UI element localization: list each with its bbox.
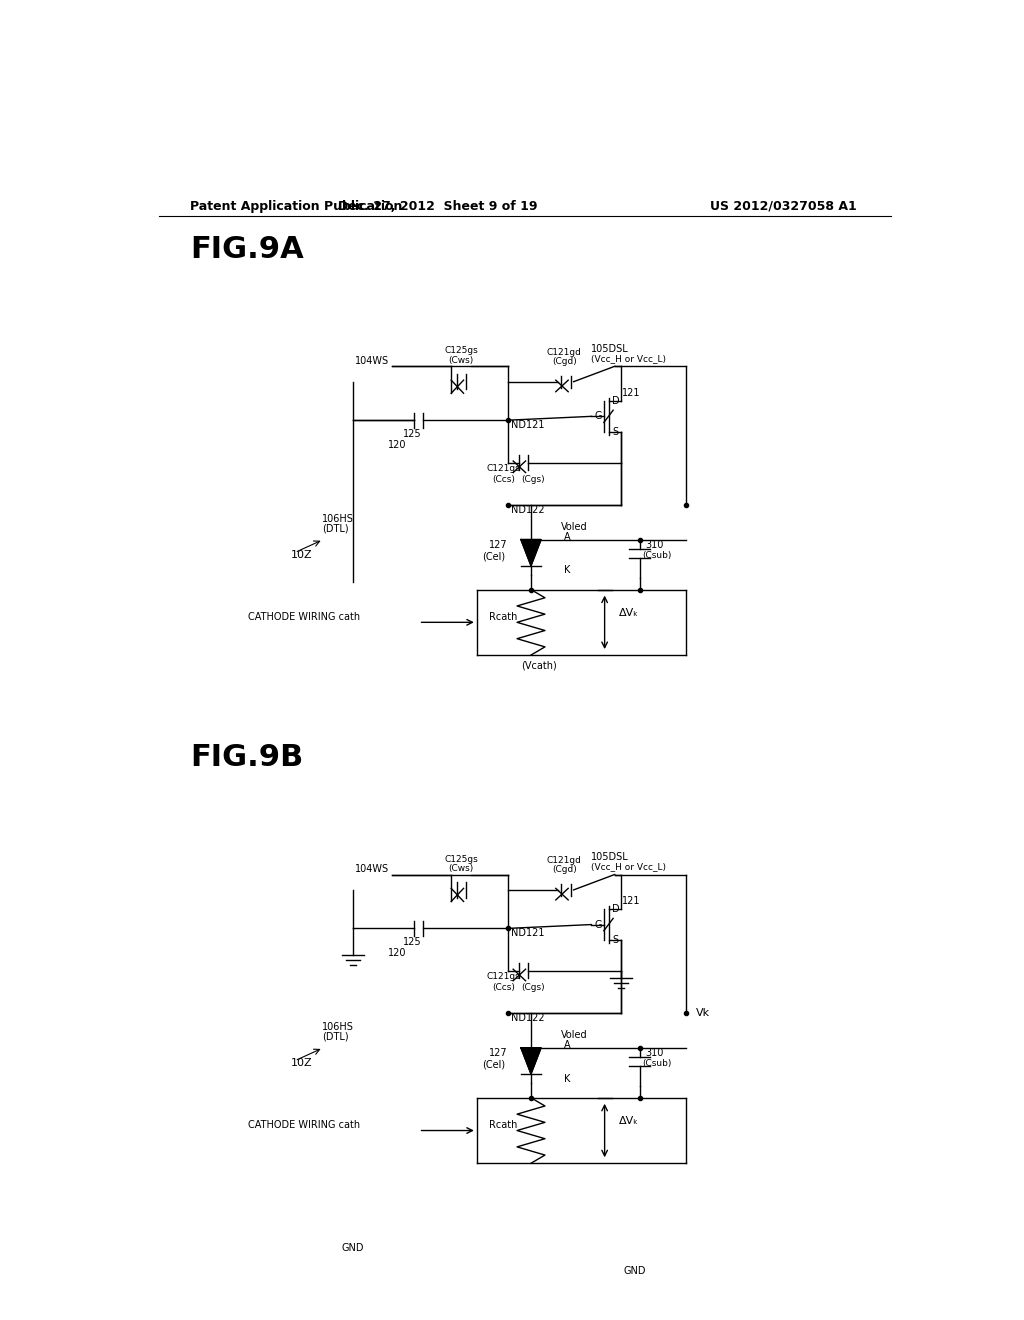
Text: 125: 125: [403, 937, 422, 948]
Text: C121gs: C121gs: [486, 973, 520, 981]
Text: Rcath: Rcath: [489, 611, 517, 622]
Text: K: K: [564, 565, 570, 576]
Text: 310: 310: [646, 540, 665, 550]
Text: 127: 127: [489, 1048, 508, 1059]
Text: (Csub): (Csub): [642, 552, 671, 560]
Text: 10Z: 10Z: [291, 1059, 312, 1068]
Text: A: A: [564, 1040, 571, 1051]
Text: (Cel): (Cel): [482, 552, 505, 561]
Text: 127: 127: [489, 540, 508, 550]
Text: 104WS: 104WS: [355, 865, 389, 874]
Text: (Cws): (Cws): [449, 355, 473, 364]
Text: S: S: [612, 935, 618, 945]
Text: 10Z: 10Z: [291, 550, 312, 560]
Text: 125: 125: [403, 429, 422, 440]
Text: ND121: ND121: [511, 928, 545, 939]
Text: (Ccs): (Ccs): [493, 983, 515, 993]
Text: 120: 120: [388, 440, 407, 450]
Text: 105DSL: 105DSL: [592, 343, 629, 354]
Text: (Vcath): (Vcath): [521, 661, 557, 671]
Text: D: D: [612, 396, 620, 407]
Text: CATHODE WIRING cath: CATHODE WIRING cath: [248, 1119, 360, 1130]
Text: (Cws): (Cws): [449, 863, 473, 873]
Text: 121: 121: [623, 896, 641, 907]
Text: C121gd: C121gd: [547, 857, 582, 865]
Text: 105DSL: 105DSL: [592, 851, 629, 862]
Text: (Cgd): (Cgd): [553, 358, 578, 366]
Text: ND122: ND122: [511, 504, 545, 515]
Text: (Csub): (Csub): [642, 1060, 671, 1068]
Text: D: D: [612, 904, 620, 915]
Text: (Cgd): (Cgd): [553, 866, 578, 874]
Text: 106HS: 106HS: [322, 513, 353, 524]
Text: 106HS: 106HS: [322, 1022, 353, 1032]
Text: A: A: [564, 532, 571, 543]
Text: ND121: ND121: [511, 420, 545, 430]
Text: K: K: [564, 1073, 570, 1084]
Text: Dec. 27, 2012  Sheet 9 of 19: Dec. 27, 2012 Sheet 9 of 19: [338, 199, 538, 213]
Text: FIG.9A: FIG.9A: [190, 235, 304, 264]
Text: C121gs: C121gs: [486, 465, 520, 473]
Text: GND: GND: [624, 1266, 646, 1276]
Text: C125gs: C125gs: [444, 346, 478, 355]
Text: Voled: Voled: [560, 1031, 587, 1040]
Text: ΔVₖ: ΔVₖ: [618, 1115, 639, 1126]
Text: G: G: [595, 412, 602, 421]
Text: (Cgs): (Cgs): [521, 475, 545, 484]
Polygon shape: [521, 1048, 541, 1074]
Text: G: G: [595, 920, 602, 929]
Text: C121gd: C121gd: [547, 348, 582, 356]
Text: 121: 121: [623, 388, 641, 399]
Text: CATHODE WIRING cath: CATHODE WIRING cath: [248, 611, 360, 622]
Text: (Cel): (Cel): [482, 1060, 505, 1069]
Text: ΔVₖ: ΔVₖ: [618, 607, 639, 618]
Text: FIG.9B: FIG.9B: [190, 743, 303, 772]
Polygon shape: [521, 540, 541, 566]
Text: (Vcc_H or Vcc_L): (Vcc_H or Vcc_L): [592, 862, 667, 871]
Text: 310: 310: [646, 1048, 665, 1059]
Text: S: S: [612, 426, 618, 437]
Text: Patent Application Publication: Patent Application Publication: [190, 199, 402, 213]
Text: 104WS: 104WS: [355, 356, 389, 366]
Text: Voled: Voled: [560, 523, 587, 532]
Text: (Cgs): (Cgs): [521, 983, 545, 993]
Text: (DTL): (DTL): [322, 1032, 348, 1041]
Text: Rcath: Rcath: [489, 1119, 517, 1130]
Text: US 2012/0327058 A1: US 2012/0327058 A1: [710, 199, 856, 213]
Text: Vk: Vk: [696, 1008, 711, 1018]
Text: C125gs: C125gs: [444, 854, 478, 863]
Text: (Ccs): (Ccs): [493, 475, 515, 484]
Text: ND122: ND122: [511, 1012, 545, 1023]
Text: 120: 120: [388, 948, 407, 958]
Text: (DTL): (DTL): [322, 524, 348, 533]
Text: (Vcc_H or Vcc_L): (Vcc_H or Vcc_L): [592, 354, 667, 363]
Text: GND: GND: [342, 1243, 365, 1253]
